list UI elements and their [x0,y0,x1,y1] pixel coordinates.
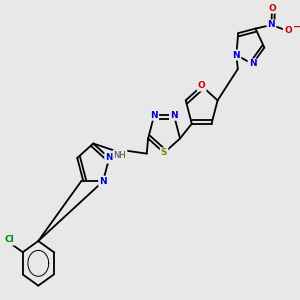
Text: NH: NH [114,151,126,160]
Text: −: − [292,22,300,32]
Text: N: N [232,50,240,59]
Text: O: O [268,4,276,13]
Text: N: N [150,111,158,120]
Text: O: O [198,82,206,91]
Text: S: S [161,148,167,158]
Text: N: N [170,111,178,120]
Text: N: N [249,59,256,68]
Text: N: N [99,177,107,186]
Text: O: O [284,26,292,35]
Text: Cl: Cl [4,236,14,244]
Text: N: N [268,20,275,29]
Text: N: N [105,153,113,162]
